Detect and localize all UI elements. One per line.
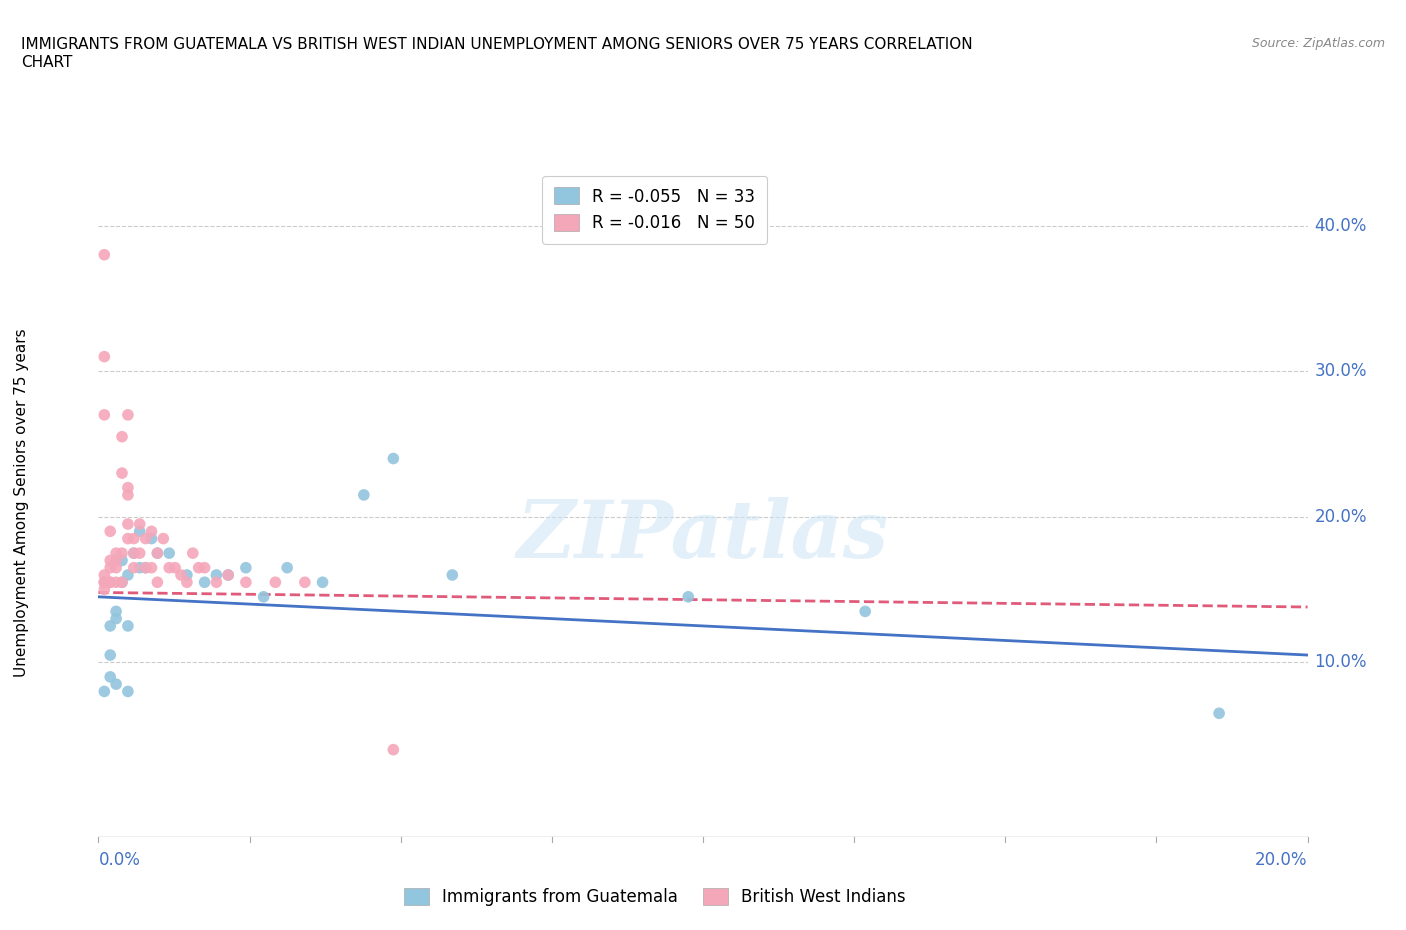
Point bbox=[98, 524, 121, 538]
Point bbox=[93, 349, 115, 364]
Point bbox=[135, 560, 157, 575]
Point bbox=[117, 516, 139, 531]
Point bbox=[135, 560, 157, 575]
Point bbox=[98, 575, 121, 590]
Point bbox=[187, 560, 209, 575]
Point bbox=[117, 684, 139, 698]
Text: Unemployment Among Seniors over 75 years: Unemployment Among Seniors over 75 years bbox=[14, 328, 28, 676]
Point bbox=[117, 480, 139, 495]
Point bbox=[205, 575, 228, 590]
Point bbox=[853, 604, 876, 618]
Point bbox=[93, 575, 115, 590]
Point bbox=[117, 407, 139, 422]
Point bbox=[128, 524, 150, 538]
Text: IMMIGRANTS FROM GUATEMALA VS BRITISH WEST INDIAN UNEMPLOYMENT AMONG SENIORS OVER: IMMIGRANTS FROM GUATEMALA VS BRITISH WES… bbox=[21, 37, 973, 70]
Point bbox=[194, 560, 217, 575]
Text: 40.0%: 40.0% bbox=[1315, 217, 1367, 234]
Point bbox=[678, 590, 700, 604]
Point bbox=[176, 567, 198, 582]
Point bbox=[105, 546, 128, 561]
Point bbox=[117, 618, 139, 633]
Point bbox=[165, 560, 187, 575]
Point bbox=[264, 575, 287, 590]
Point bbox=[122, 560, 145, 575]
Point bbox=[252, 590, 274, 604]
Point bbox=[170, 567, 193, 582]
Point bbox=[157, 546, 180, 561]
Point bbox=[98, 560, 121, 575]
Text: 10.0%: 10.0% bbox=[1315, 653, 1367, 671]
Point bbox=[105, 575, 128, 590]
Point bbox=[146, 575, 169, 590]
Point bbox=[93, 247, 115, 262]
Point bbox=[105, 604, 128, 618]
Legend: Immigrants from Guatemala, British West Indians: Immigrants from Guatemala, British West … bbox=[394, 878, 915, 916]
Text: Source: ZipAtlas.com: Source: ZipAtlas.com bbox=[1251, 37, 1385, 50]
Point bbox=[117, 487, 139, 502]
Point bbox=[111, 466, 134, 481]
Point bbox=[141, 524, 163, 538]
Point bbox=[128, 546, 150, 561]
Text: ZIPatlas: ZIPatlas bbox=[517, 497, 889, 575]
Text: 0.0%: 0.0% bbox=[98, 851, 141, 869]
Point bbox=[176, 575, 198, 590]
Point bbox=[181, 546, 204, 561]
Point bbox=[105, 677, 128, 692]
Point bbox=[194, 575, 217, 590]
Point bbox=[98, 618, 121, 633]
Point bbox=[122, 531, 145, 546]
Text: 30.0%: 30.0% bbox=[1315, 362, 1367, 380]
Point bbox=[205, 567, 228, 582]
Point bbox=[141, 560, 163, 575]
Point bbox=[93, 582, 115, 597]
Point bbox=[111, 430, 134, 445]
Point bbox=[141, 531, 163, 546]
Point bbox=[98, 670, 121, 684]
Point bbox=[353, 487, 375, 502]
Point bbox=[235, 560, 257, 575]
Point bbox=[93, 407, 115, 422]
Point bbox=[111, 553, 134, 568]
Text: 20.0%: 20.0% bbox=[1315, 508, 1367, 525]
Point bbox=[294, 575, 316, 590]
Point bbox=[122, 546, 145, 561]
Point bbox=[105, 553, 128, 568]
Point bbox=[98, 575, 121, 590]
Point bbox=[146, 546, 169, 561]
Point bbox=[217, 567, 239, 582]
Point bbox=[311, 575, 333, 590]
Point bbox=[1208, 706, 1230, 721]
Point bbox=[117, 531, 139, 546]
Point bbox=[111, 575, 134, 590]
Point bbox=[111, 546, 134, 561]
Point bbox=[128, 560, 150, 575]
Point bbox=[135, 531, 157, 546]
Point bbox=[382, 451, 405, 466]
Point bbox=[146, 546, 169, 561]
Point bbox=[111, 575, 134, 590]
Point bbox=[157, 560, 180, 575]
Point bbox=[441, 567, 464, 582]
Point bbox=[382, 742, 405, 757]
Point bbox=[122, 546, 145, 561]
Point bbox=[93, 567, 115, 582]
Point bbox=[117, 567, 139, 582]
Point bbox=[98, 647, 121, 662]
Text: 20.0%: 20.0% bbox=[1256, 851, 1308, 869]
Point bbox=[276, 560, 298, 575]
Point bbox=[105, 560, 128, 575]
Point bbox=[93, 575, 115, 590]
Point bbox=[105, 611, 128, 626]
Point bbox=[93, 684, 115, 698]
Point bbox=[98, 553, 121, 568]
Point bbox=[152, 531, 174, 546]
Point bbox=[217, 567, 239, 582]
Point bbox=[128, 516, 150, 531]
Point bbox=[235, 575, 257, 590]
